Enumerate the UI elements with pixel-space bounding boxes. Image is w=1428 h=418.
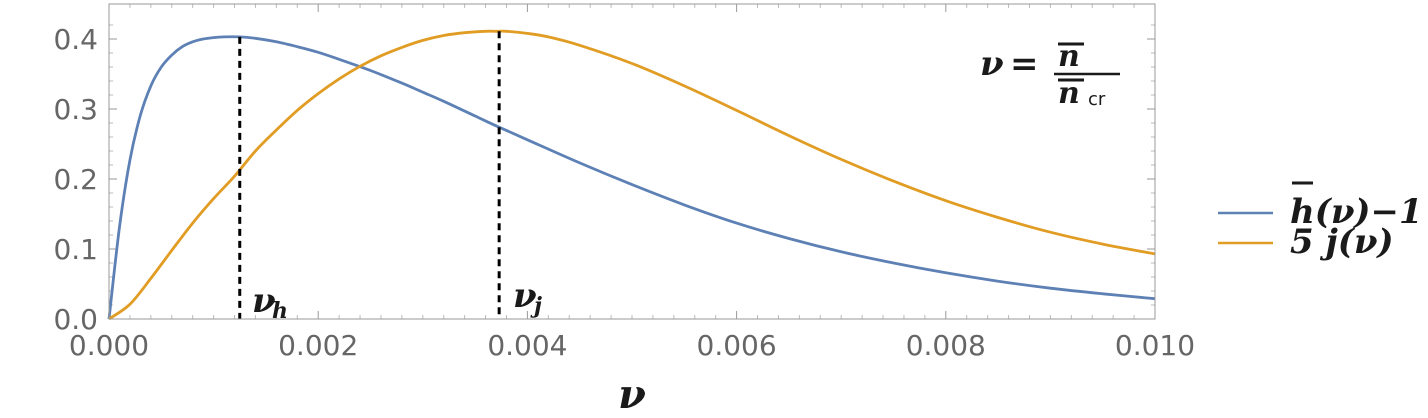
legend-label-j: 5 j(ν) bbox=[1290, 222, 1394, 262]
x-tick-label: 0.004 bbox=[487, 329, 567, 362]
x-tick-label: 0.008 bbox=[906, 329, 986, 362]
series-line-1 bbox=[108, 29, 1156, 321]
legend: h(ν)−1 5 j(ν) bbox=[1218, 181, 1423, 262]
legend-label-h: h(ν)−1 bbox=[1290, 192, 1423, 232]
marker-lines bbox=[238, 31, 501, 319]
definition-denominator: n bbox=[1058, 76, 1080, 111]
definition-numerator: n bbox=[1058, 39, 1080, 74]
x-axis-label: ν bbox=[618, 371, 646, 418]
nu-h-subscript: h bbox=[272, 298, 288, 324]
axis-tick-labels: 0.000 0.002 0.004 0.006 0.008 0.010 0.0 0.1 0.2 0… bbox=[53, 23, 1195, 362]
x-tick-label: 0.010 bbox=[1115, 329, 1195, 362]
definition-equals: = bbox=[1010, 44, 1039, 84]
plot-frame bbox=[108, 3, 1156, 320]
nu-j-label: ν bbox=[513, 276, 537, 316]
x-tick-label: 0.002 bbox=[278, 329, 358, 362]
definition-denominator-subscript: cr bbox=[1088, 89, 1106, 110]
y-tick-label: 0.0 bbox=[53, 303, 98, 336]
nu-h-label: ν bbox=[252, 281, 276, 321]
definition-annotation: ν = n n cr bbox=[980, 39, 1120, 111]
y-tick-label: 0.1 bbox=[53, 233, 98, 266]
y-tick-label: 0.4 bbox=[53, 23, 98, 56]
x-tick-label: 0.000 bbox=[69, 329, 149, 362]
x-tick-label: 0.006 bbox=[697, 329, 777, 362]
definition-lhs: ν bbox=[980, 44, 1004, 84]
y-tick-label: 0.3 bbox=[53, 93, 98, 126]
y-tick-label: 0.2 bbox=[53, 163, 98, 196]
series-line-0 bbox=[107, 35, 1156, 320]
series-layer bbox=[107, 29, 1156, 321]
